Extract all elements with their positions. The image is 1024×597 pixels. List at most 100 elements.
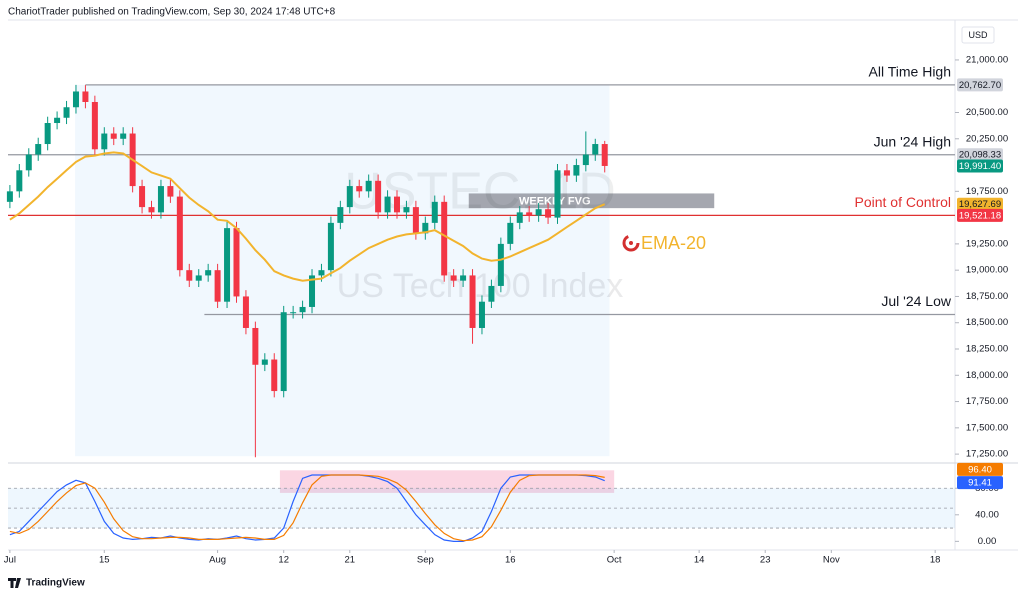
candle-body [375,180,382,213]
candle-body [120,133,127,139]
candle-body [403,207,410,213]
ema-logo [622,234,640,252]
candle-body [195,275,202,281]
y-tick-label: 17,750.00 [966,396,1008,407]
price-label: 19,521.18 [959,210,1001,221]
candle-body [110,133,117,139]
candle-body [497,243,504,286]
currency-box [961,26,995,44]
candle-body [157,186,164,213]
footer-logo [8,578,21,588]
candle-body [6,191,13,202]
candle-body [535,209,542,216]
candle-body [412,207,419,234]
level-label: Jul '24 Low [881,293,951,309]
candle-body [139,186,146,208]
price-label: 96.40 [968,464,992,475]
candle-body [242,296,249,328]
x-tick-label: Sep [417,555,434,566]
candle-body [35,144,42,155]
candle-body [384,196,391,213]
y-tick-label: 20,500.00 [966,107,1008,118]
candle-body [327,222,334,271]
candle-body [44,123,51,145]
candle-body [205,270,212,276]
level-label: Jun '24 High [874,133,951,149]
candle-body [214,270,221,302]
price-label: 20,098.33 [959,150,1001,161]
zone [75,84,610,457]
y-tick-label: 21,000.00 [966,54,1008,65]
candle-body [460,275,467,281]
y-tick-label: 17,500.00 [966,422,1008,433]
candle-body [101,133,108,150]
candle-body [224,228,231,302]
y-tick-label: 19,250.00 [966,238,1008,249]
x-tick-label: 21 [344,555,355,566]
candle-body [176,196,183,271]
ema-logo-dot [629,241,633,245]
price-label-bg [957,197,1003,211]
candle-body [25,154,32,171]
candle-body [91,101,98,150]
candle-body [488,285,495,302]
candle-body [469,275,476,328]
series-line [9,474,605,542]
x-tick-label: Jul [4,555,16,566]
x-tick-label: Nov [823,555,840,566]
candle-body [72,91,79,108]
candle-body [167,186,174,197]
candle-body [82,91,89,102]
candle-body [16,170,23,192]
candle-body [393,196,400,213]
y-tick-label: 40.00 [975,509,999,520]
candle-body [148,207,155,213]
price-label-bg [957,159,1003,173]
candle-body [290,312,297,314]
candle-body [601,144,608,166]
x-tick-label: 16 [505,555,516,566]
footer: TradingView [26,578,85,589]
y-tick-label: 18,250.00 [966,344,1008,355]
candle-body [450,275,457,281]
candle-body [478,301,485,328]
price-label: 19,991.40 [959,161,1001,172]
price-label: 91.41 [968,478,992,489]
y-tick-label: 18,750.00 [966,291,1008,302]
level-label: Point of Control [855,194,952,210]
candle-body [545,209,552,218]
candle-body [318,270,325,276]
level-label: All Time High [869,64,951,80]
x-tick-label: 15 [99,555,110,566]
x-tick-label: 23 [760,555,771,566]
candle-body [507,222,514,244]
y-tick-label: 18,500.00 [966,317,1008,328]
ema-label: EMA-20 [641,233,706,253]
candle-body [261,359,268,365]
candle-body [280,312,287,392]
watermark-subtitle: US Tech 100 Index [337,267,624,305]
x-tick-label: Aug [209,555,226,566]
price-label-bg [957,78,1003,92]
candle-body [573,165,580,176]
series-line [9,474,605,542]
candle-body [365,180,372,192]
candle-body [309,275,316,307]
candle-body [422,222,429,234]
zone [468,193,715,209]
candle-body [299,306,306,313]
x-tick-label: 12 [278,555,289,566]
candle-body [526,212,533,216]
y-tick-label: 0.00 [978,536,997,547]
y-tick-label: 17,250.00 [966,449,1008,460]
y-tick-label: 19,000.00 [966,265,1008,276]
header: ChariotTrader published on TradingView.c… [8,7,336,18]
candle-body [554,170,561,218]
candle-body [63,107,70,118]
candle-body [592,144,599,155]
candle-body [563,170,570,176]
price-label-bg [957,476,1003,490]
series-line [9,151,606,282]
price-label-bg [957,148,1003,162]
candle-body [252,327,259,365]
